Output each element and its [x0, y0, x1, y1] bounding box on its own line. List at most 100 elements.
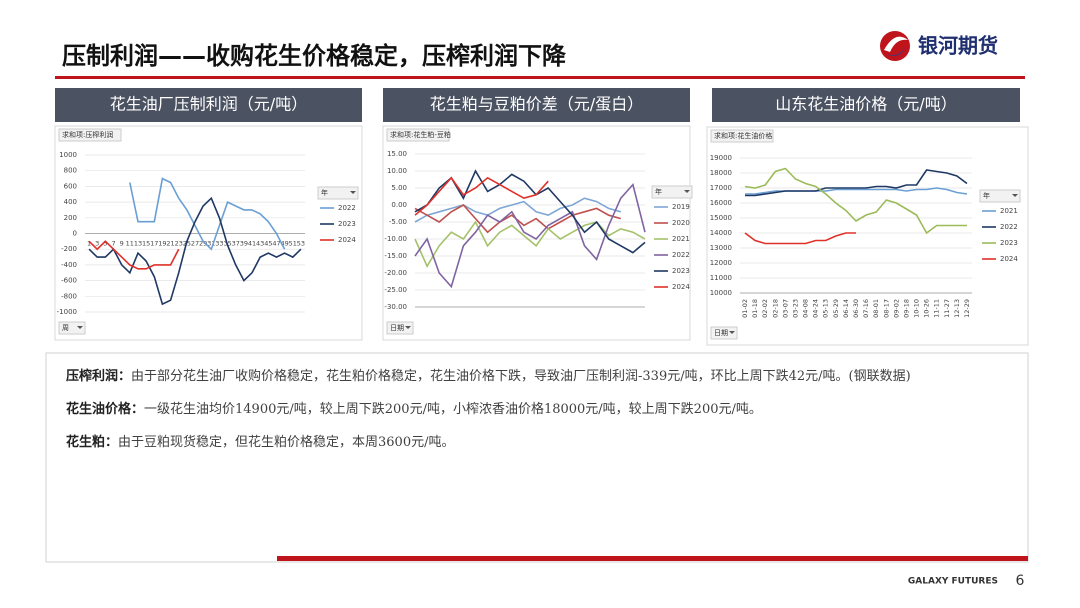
y-tick-label: 11000	[710, 274, 732, 282]
x-tick-label: 10-26	[923, 299, 931, 318]
x-tick-label: 01-02	[741, 299, 749, 318]
note: 压榨利润：由于部分花生油厂收购价格稳定，花生粕价格稳定，花生油价格下跌，导致油厂…	[66, 366, 1016, 388]
x-tick-label: 33	[215, 240, 223, 248]
x-tick-label: 01-18	[751, 299, 759, 318]
legend-title: 年	[983, 191, 990, 200]
note-text: 一级花生油均价14900元/吨，较上周下跌200元/吨，小榨浓香油价格18000…	[144, 402, 762, 417]
panel-title: 花生油厂压制利润（元/吨）	[110, 95, 307, 114]
x-tick-label: 11-27	[943, 299, 951, 318]
filter-arrow	[350, 191, 356, 194]
field-label: 求和项:花生粕-豆粕	[390, 130, 451, 139]
legend-label: 2019	[672, 203, 690, 211]
legend-label: 2023	[338, 220, 356, 228]
x-tick-label: 15	[142, 240, 150, 248]
chart-frame	[382, 125, 691, 341]
x-tick-label: 10-10	[913, 299, 921, 318]
field-button	[58, 128, 122, 142]
series-line	[745, 169, 968, 197]
y-tick-label: -10.00	[384, 235, 407, 243]
y-tick-label: 1000	[59, 151, 77, 159]
chart-frame	[706, 126, 1029, 346]
page-number: 6	[1016, 573, 1025, 589]
x-filter-label: 日期	[714, 329, 728, 337]
note: 花生粕：由于豆粕现货稳定，但花生粕价格稳定，本周3600元/吨。	[66, 432, 1016, 454]
y-tick-label: -800	[61, 292, 77, 300]
chart-frame	[54, 125, 363, 341]
title-rule	[55, 76, 1025, 79]
x-tick-label: 1	[87, 240, 91, 248]
legend-title-button	[979, 189, 1021, 203]
x-tick-label: 11-11	[933, 299, 941, 318]
y-tick-label: 5.00	[391, 184, 407, 192]
x-tick-label: 47	[272, 240, 280, 248]
x-tick-label: 51	[289, 240, 297, 248]
legend-label: 2022	[338, 204, 356, 212]
x-tick-label: 17	[150, 240, 158, 248]
x-tick-label: 09-18	[902, 299, 910, 318]
y-tick-label: 15000	[710, 214, 732, 222]
legend-label: 2024	[1000, 255, 1018, 263]
bottom-rule	[277, 556, 1028, 561]
legend-label: 2022	[1000, 223, 1018, 231]
legend-label: 2024	[672, 283, 690, 291]
series-line	[414, 197, 622, 223]
x-tick-label: 02-18	[771, 299, 779, 318]
y-tick-label: 19000	[710, 154, 732, 162]
y-tick-label: 17000	[710, 184, 732, 192]
x-tick-label: 37	[232, 240, 240, 248]
x-tick-label: 41	[248, 240, 256, 248]
legend-label: 2023	[1000, 239, 1018, 247]
y-tick-label: 12000	[710, 259, 732, 267]
x-tick-label: 06-30	[852, 299, 860, 318]
x-tick-label: 3	[95, 240, 99, 248]
note-text: 由于豆粕现货稳定，但花生粕价格稳定，本周3600元/吨。	[118, 435, 455, 450]
panel-header	[383, 88, 690, 122]
y-tick-label: 0.00	[391, 201, 407, 209]
logo-text: 银河期货	[918, 34, 998, 58]
x-tick-label: 09-02	[892, 299, 900, 318]
x-tick-label: 04-08	[802, 299, 810, 318]
legend-title: 年	[321, 188, 328, 197]
series-line	[88, 240, 180, 270]
y-tick-label: 15.00	[387, 150, 407, 158]
x-tick-label: 06-14	[842, 299, 850, 318]
x-tick-label: 08-01	[872, 299, 880, 318]
field-label: 求和项:压榨利润	[62, 130, 113, 139]
y-tick-label: 18000	[710, 169, 732, 177]
y-tick-label: -25.00	[384, 286, 407, 294]
x-tick-label: 05-13	[822, 299, 830, 318]
y-tick-label: -1000	[57, 308, 77, 316]
x-tick-label: 7	[111, 240, 115, 248]
note: 花生油价格：一级花生油均价14900元/吨，较上周下跌200元/吨，小榨浓香油价…	[66, 399, 1016, 421]
x-tick-label: 12-13	[953, 299, 961, 318]
y-tick-label: -30.00	[384, 303, 407, 311]
series-line	[414, 203, 622, 234]
x-tick-label: 04-24	[812, 299, 820, 318]
series-line	[414, 182, 646, 289]
note-text: 由于部分花生油厂收购价格稳定，花生粕价格稳定，花生油价格下跌，导致油厂压制利润-…	[131, 369, 911, 384]
notes-box	[45, 352, 1029, 563]
y-tick-label: 400	[64, 198, 77, 206]
x-tick-label: 43	[256, 240, 264, 248]
slide-title: 压制利润——收购花生价格稳定，压榨利润下降	[62, 42, 567, 70]
x-tick-label: 39	[240, 240, 248, 248]
x-tick-label: 31	[207, 240, 215, 248]
note-label: 花生粕：	[66, 435, 119, 450]
legend-title-button	[317, 186, 359, 200]
x-filter-button	[58, 321, 86, 335]
x-tick-label: 03-07	[781, 299, 789, 318]
y-tick-label: 600	[64, 182, 77, 190]
panel-header	[712, 88, 1020, 122]
filter-arrow	[1012, 194, 1018, 197]
panel-header	[55, 88, 362, 122]
x-tick-label: 05-29	[832, 299, 840, 318]
x-tick-label: 02-02	[761, 299, 769, 318]
y-tick-label: -400	[61, 261, 77, 269]
y-tick-label: -600	[61, 277, 77, 285]
y-tick-label: -200	[61, 245, 77, 253]
series-line	[744, 167, 967, 235]
